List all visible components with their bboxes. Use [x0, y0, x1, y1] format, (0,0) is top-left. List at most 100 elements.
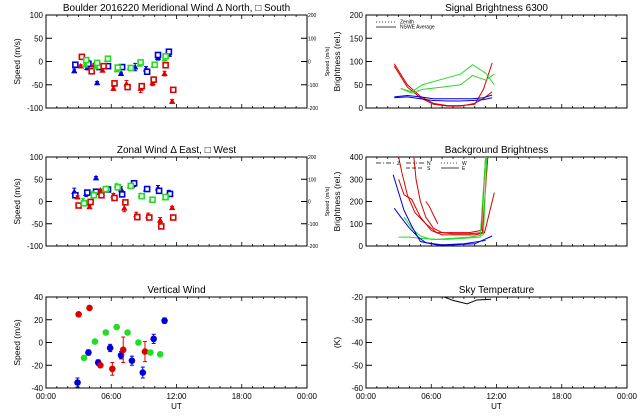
- blue-circle-point: [128, 357, 136, 365]
- skytemp-ytick-label: -60: [351, 384, 363, 393]
- vertical-ytick-label: -40: [31, 384, 43, 393]
- vertical-xtick-label: 06:00: [101, 392, 122, 401]
- red-1-line: [398, 157, 487, 234]
- blue-triangle-point: [93, 79, 101, 86]
- zonal-y2tick-label: -100: [308, 222, 318, 228]
- signal-ytick-label: 150: [350, 34, 364, 43]
- skytemp-frame: [365, 296, 628, 389]
- meridional-y2tick-label: 0: [308, 60, 311, 66]
- skytemp-xtick-label: 06:00: [421, 392, 442, 401]
- background-frame: [365, 156, 628, 247]
- red-square-point: [169, 86, 177, 94]
- background-panel: Background Brightness 400 300 200 100 0 Bright…: [332, 145, 628, 251]
- red-3-line: [398, 179, 495, 236]
- legend-label: N: [427, 161, 431, 167]
- blue-square-point: [84, 189, 91, 196]
- legend-label: S: [427, 166, 431, 172]
- blue-square-point: [143, 185, 151, 193]
- green-square-point: [127, 182, 135, 190]
- red-triangle-point: [168, 98, 176, 104]
- green-square-point: [104, 55, 112, 63]
- green-square-point: [149, 196, 156, 204]
- signal-ytick-label: 100: [350, 58, 364, 67]
- red-triangle-point: [121, 204, 128, 211]
- blue-circle-point: [139, 369, 147, 376]
- red-triangle-point: [99, 67, 106, 73]
- meridional-y2tick-label: -100: [308, 83, 318, 89]
- vertical-ytick-label: 40: [34, 293, 43, 302]
- green-2-line: [400, 73, 495, 94]
- zonal-ytick-label: 100: [30, 153, 44, 162]
- vertical-xtick-label: 00:00: [297, 392, 318, 401]
- background-ytick-label: 400: [350, 153, 364, 162]
- red-circle-point: [109, 365, 116, 373]
- red-4-line: [425, 201, 439, 224]
- meridional-y2tick-label: 100: [308, 36, 317, 42]
- red-circle-point: [141, 348, 149, 355]
- meridional-ytick-label: 100: [30, 11, 44, 20]
- meridional-ytick-label: -100: [27, 104, 44, 113]
- skytemp-plot-area: [444, 297, 492, 305]
- skytemp-xtick-label: 00:00: [356, 392, 377, 401]
- zonal-y2tick-label: 200: [308, 155, 317, 161]
- green-triangle-point: [81, 61, 89, 68]
- red-square-point: [146, 214, 153, 221]
- meridional-panel: Boulder 2016220 Meridional Wind Δ North,…: [12, 3, 331, 113]
- legend-label: NSWE Average: [400, 25, 435, 31]
- skytemp-panel: Sky Temperature 00:00 06:00 12:00 18:00 00:00…: [332, 285, 638, 411]
- zonal-y2tick-label: 0: [308, 200, 311, 206]
- legend-label: Z: [397, 161, 400, 167]
- green-square-point: [93, 59, 101, 67]
- meridional-ytick-label: -50: [31, 81, 43, 90]
- red-square-point: [138, 82, 145, 90]
- vertical-xlabel: UT: [171, 402, 182, 411]
- zonal-ylabel: Speed (m/s): [12, 178, 22, 224]
- vertical-frame: [45, 296, 308, 389]
- green-triangle-point: [92, 63, 100, 70]
- green-1-line: [400, 64, 495, 93]
- red-square-point: [111, 80, 118, 87]
- signal-panel: Signal Brightness 6300 200 150 100 50 0 Bright…: [332, 3, 628, 113]
- background-ylabel: Brightness (rel.): [332, 171, 342, 231]
- sky-line: [444, 297, 492, 305]
- red-square-point: [134, 213, 141, 221]
- vertical-plot-area: [74, 304, 168, 388]
- meridional-y2tick-label: -200: [308, 106, 318, 112]
- red-square-point: [98, 191, 105, 199]
- skytemp-xtick-label: 18:00: [552, 392, 573, 401]
- blue-circle-point: [161, 317, 168, 324]
- blue-1-line: [394, 94, 493, 100]
- red-circle-point: [97, 361, 104, 369]
- vertical-xtick-label: 00:00: [36, 392, 57, 401]
- green-square-point: [82, 56, 90, 64]
- skytemp-ylabel: (K): [332, 337, 342, 349]
- meridional-y2tick-label: 200: [308, 13, 317, 19]
- meridional-y2label: Speed (m/s): [325, 46, 331, 76]
- vertical-ytick-label: 20: [34, 316, 43, 325]
- green-square-point: [90, 191, 98, 199]
- green-circle-point: [102, 329, 110, 336]
- meridional-ylabel: Speed (m/s): [12, 38, 22, 84]
- green-square-point: [114, 64, 122, 71]
- meridional-ytick-label: 50: [34, 34, 43, 43]
- red-square-point: [87, 198, 94, 206]
- signal-title: Signal Brightness 6300: [445, 3, 548, 14]
- green-circle-point: [147, 349, 154, 356]
- zonal-ytick-label: 50: [34, 175, 43, 184]
- blue-square-point: [72, 61, 79, 69]
- red-circle-point: [119, 346, 127, 354]
- red-square-point: [111, 194, 118, 202]
- legend-label: Zenith: [400, 20, 414, 26]
- green-circle-point: [80, 354, 88, 362]
- blue-2-line: [393, 207, 486, 246]
- legend-label: E: [462, 166, 466, 172]
- skytemp-ytick-label: -20: [351, 293, 363, 302]
- skytemp-ytick-label: -40: [351, 339, 363, 348]
- blue-triangle-point: [71, 67, 78, 74]
- blue-triangle-point: [92, 174, 100, 181]
- red-circle-point: [86, 304, 93, 312]
- green-1-line: [403, 157, 487, 240]
- green-square-point: [138, 192, 145, 200]
- blue-circle-point: [117, 351, 125, 359]
- skytemp-ytick-label: -50: [351, 361, 363, 370]
